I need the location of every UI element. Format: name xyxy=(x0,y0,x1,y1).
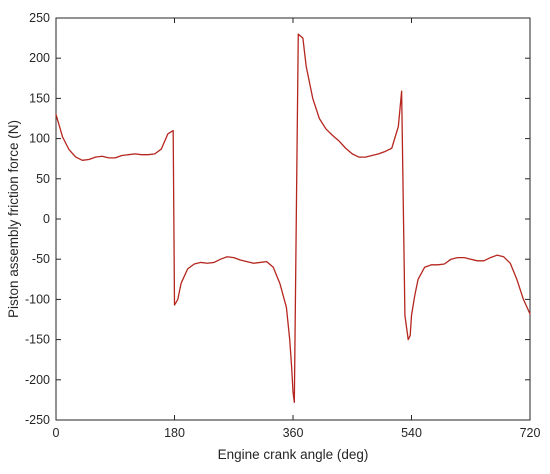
x-tick-label: 360 xyxy=(283,426,304,440)
x-tick-label: 720 xyxy=(520,426,541,440)
plot-area xyxy=(55,17,531,421)
y-axis-label: Piston assembly friction force (N) xyxy=(6,120,21,318)
x-tick-label: 0 xyxy=(53,426,60,440)
y-tick-label: -50 xyxy=(32,252,50,266)
y-tick-label: -100 xyxy=(25,292,50,306)
friction-force-line xyxy=(55,33,531,403)
y-axis: -250 -200 -150 -100 -50 0 50 100 150 200 250 xyxy=(25,11,530,427)
y-tick-label: 0 xyxy=(43,212,50,226)
x-axis-label: Engine crank angle (deg) xyxy=(218,447,369,462)
y-tick-label: 200 xyxy=(29,51,50,65)
x-tick-label: 180 xyxy=(164,426,185,440)
y-tick-label: -200 xyxy=(25,373,50,387)
y-tick-label: 100 xyxy=(29,132,50,146)
axes-box xyxy=(55,17,531,421)
x-tick-label: 540 xyxy=(401,426,422,440)
y-tick-label: 150 xyxy=(29,91,50,105)
y-tick-label: 50 xyxy=(36,172,50,186)
y-tick-label: -250 xyxy=(25,413,50,427)
y-tick-label: 250 xyxy=(29,11,50,25)
x-axis: 0 180 360 540 720 xyxy=(53,18,541,440)
y-tick-label: -150 xyxy=(25,333,50,347)
